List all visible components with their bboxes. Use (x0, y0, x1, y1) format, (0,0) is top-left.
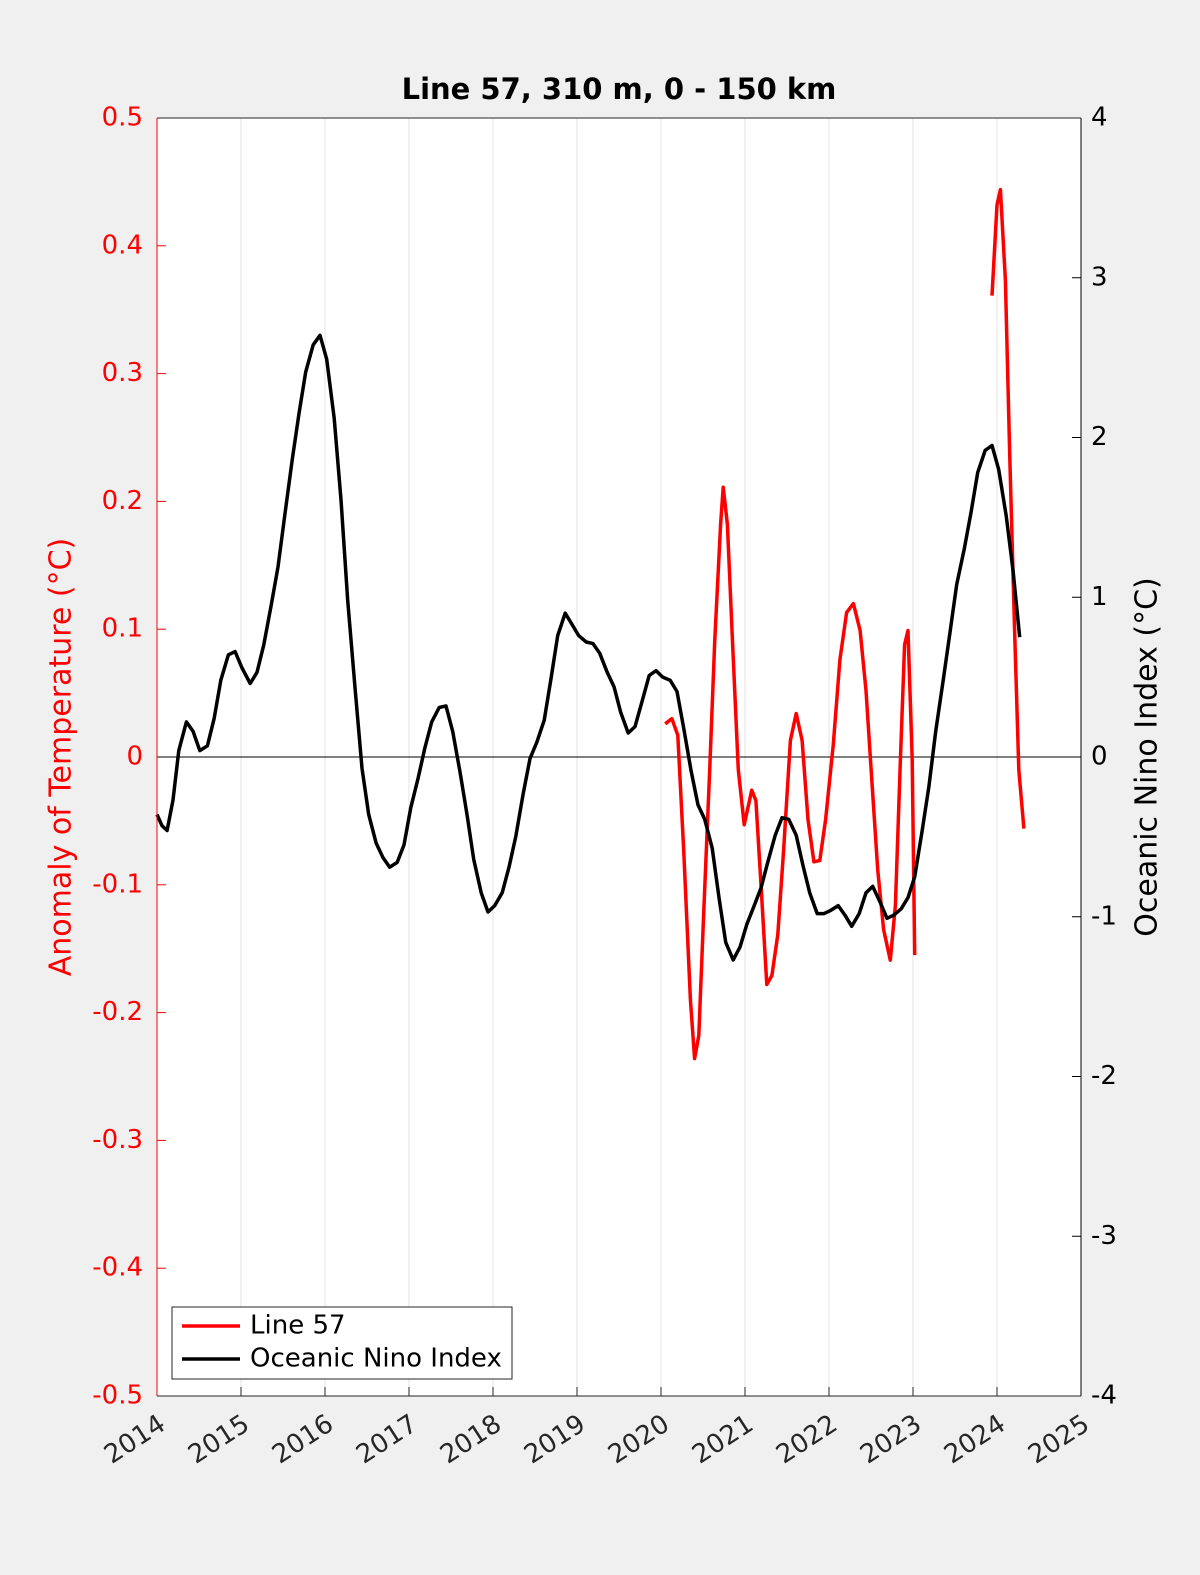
y-tick-label: -0.5 (92, 1381, 143, 1411)
y-tick-label: 0.1 (102, 614, 143, 644)
y2-tick-label: -4 (1091, 1381, 1117, 1411)
y2-tick-label: 2 (1091, 422, 1108, 452)
x-tick-label: 2014 (99, 1409, 171, 1470)
x-tick-label: 2023 (855, 1409, 927, 1470)
y2-tick-label: 0 (1091, 742, 1108, 772)
x-tick-label: 2022 (771, 1409, 843, 1470)
x-tick-label: 2025 (1023, 1409, 1095, 1470)
x-tick-label: 2017 (351, 1409, 423, 1470)
y2-tick-label: 1 (1091, 582, 1108, 612)
y-tick-label: 0.5 (102, 103, 143, 133)
y-axis-label: Anomaly of Temperature (°C) (44, 538, 79, 977)
y-tick-label: 0.3 (102, 358, 143, 388)
y2-tick-label: -1 (1091, 901, 1117, 931)
y-tick-label: -0.1 (92, 869, 143, 899)
y-tick-label: -0.4 (92, 1253, 143, 1283)
x-tick-label: 2021 (687, 1409, 759, 1470)
y2-tick-label: -2 (1091, 1061, 1117, 1091)
y2-tick-label: 3 (1091, 262, 1108, 292)
y-tick-label: -0.2 (92, 997, 143, 1027)
legend-label: Line 57 (250, 1311, 346, 1341)
y2-axis-label: Oceanic Nino Index (°C) (1130, 577, 1165, 937)
x-tick-label: 2016 (267, 1409, 339, 1470)
legend-box (171, 1306, 513, 1380)
y-tick-label: 0.4 (102, 230, 143, 260)
x-tick-label: 2019 (519, 1409, 591, 1470)
y-tick-label: -0.3 (92, 1125, 143, 1155)
chart-title: Line 57, 310 m, 0 - 150 km (402, 72, 837, 106)
x-tick-label: 2018 (435, 1409, 507, 1470)
series-line (664, 187, 1026, 1061)
y2-tick-label: 4 (1091, 103, 1108, 133)
x-tick-label: 2024 (939, 1409, 1011, 1470)
series-line (155, 333, 1022, 962)
y-tick-label: 0.2 (102, 486, 143, 516)
x-tick-label: 2020 (603, 1409, 675, 1470)
x-tick-label: 2015 (183, 1409, 255, 1470)
y-tick-label: 0 (126, 742, 143, 772)
y2-tick-label: -3 (1091, 1221, 1117, 1251)
legend-label: Oceanic Nino Index (250, 1344, 502, 1374)
